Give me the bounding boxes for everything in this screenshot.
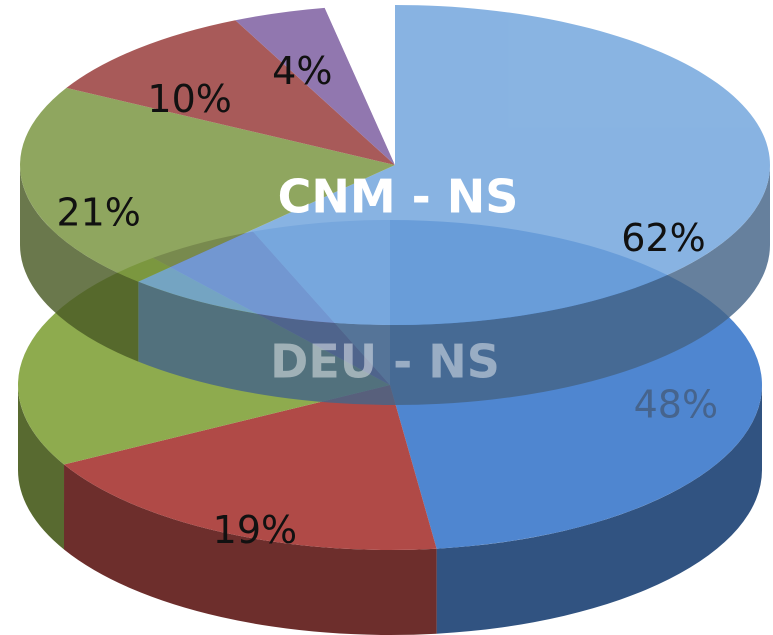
slice-side <box>17 385 65 550</box>
data-label: 10% <box>147 77 231 121</box>
slice <box>235 7 395 165</box>
slice <box>66 20 395 165</box>
data-label: 19% <box>213 508 297 552</box>
slice-side <box>138 165 771 405</box>
data-label: 62% <box>621 216 705 260</box>
slice <box>20 87 396 282</box>
pie-upper <box>20 5 771 405</box>
slice <box>138 5 770 325</box>
slice-side <box>436 385 762 634</box>
chart-title: DEU - NS <box>270 335 500 389</box>
slice-side <box>20 165 139 362</box>
data-label: 4% <box>272 49 332 93</box>
slice <box>64 385 437 550</box>
data-label: 48% <box>634 383 718 427</box>
chart-title: CNM - NS <box>278 170 519 224</box>
labels: 48% 19% DEU - NS 62% 21% 10% 4% CNM - NS <box>56 49 718 552</box>
slice <box>324 5 395 165</box>
data-label: 21% <box>56 191 140 235</box>
slice-side <box>64 464 437 635</box>
